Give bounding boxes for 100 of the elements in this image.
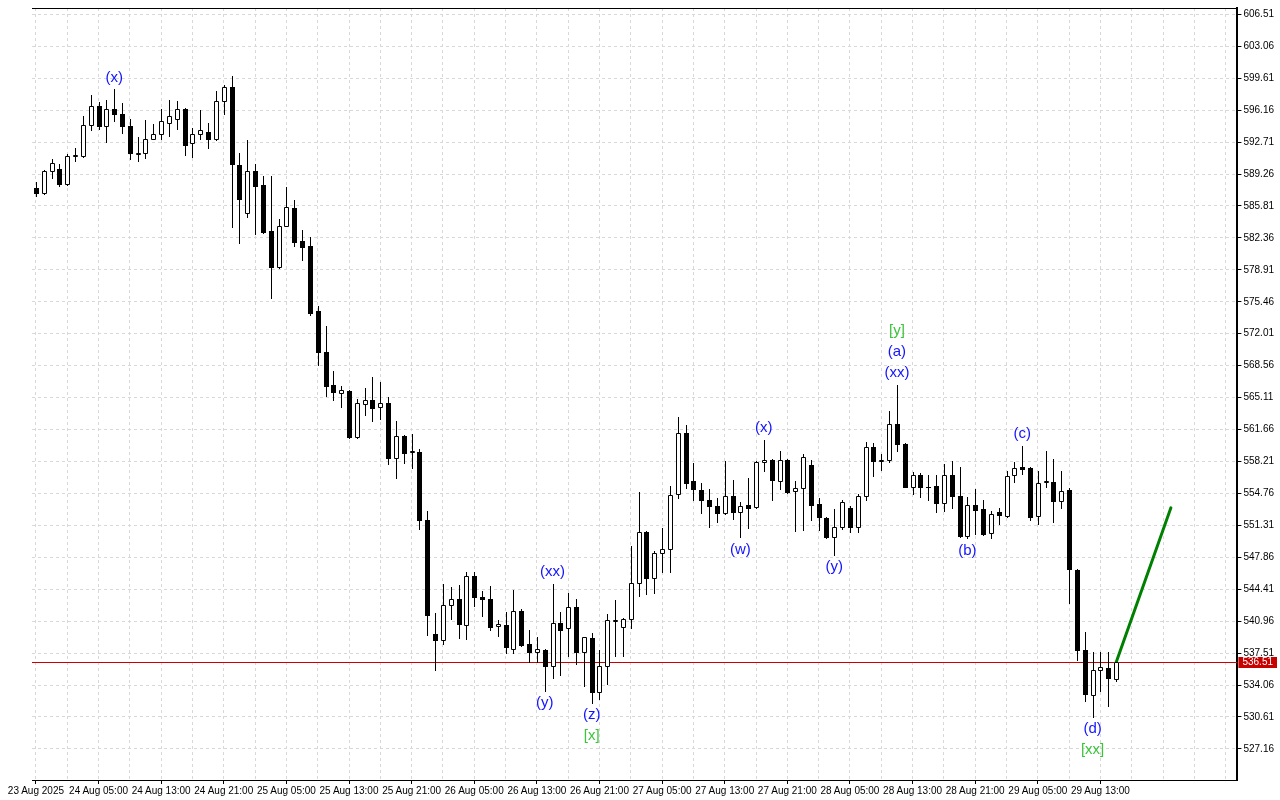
candlestick [1044, 450, 1049, 489]
candlestick [370, 376, 375, 423]
candlestick [300, 229, 305, 262]
candlestick [1098, 651, 1103, 693]
candlestick [269, 175, 274, 300]
annotation: (x) [105, 67, 123, 85]
x-tick-label: 27 Aug 13:00 [695, 784, 755, 796]
annotation: (xx) [540, 561, 566, 579]
candlestick [691, 462, 696, 502]
x-tick-label: 26 Aug 21:00 [570, 784, 630, 796]
candlestick [89, 94, 94, 132]
candlestick [206, 122, 211, 150]
annotation: [xx] [1080, 740, 1105, 758]
y-tick-label: 596.16 [1243, 103, 1275, 115]
x-tick-label: 23 Aug 2025 [7, 784, 65, 796]
y-tick-label: 582.36 [1243, 231, 1275, 243]
candlestick [65, 153, 70, 187]
candlestick [104, 99, 109, 144]
x-tick-label: 25 Aug 21:00 [382, 784, 442, 796]
candlestick [738, 501, 743, 539]
candlestick [629, 545, 634, 630]
candlestick [911, 471, 916, 496]
candlestick [754, 460, 759, 510]
candlestick [1036, 470, 1041, 526]
candlestick [480, 590, 485, 618]
x-tick-label: 24 Aug 13:00 [131, 784, 192, 796]
candlestick [355, 398, 360, 440]
annotation: (y) [825, 557, 844, 575]
x-tick-label: 25 Aug 13:00 [319, 784, 379, 796]
candlestick [363, 387, 368, 417]
candlestick [887, 410, 892, 464]
candlestick [621, 617, 626, 658]
candlestick [676, 416, 681, 500]
x-tick-label: 29 Aug 13:00 [1070, 784, 1131, 796]
candlestick [973, 488, 978, 536]
ref-line-label: 536.51 [1242, 656, 1274, 668]
x-tick-label: 25 Aug 05:00 [256, 784, 317, 796]
candlestick [198, 109, 203, 141]
candlestick [582, 636, 587, 688]
candlestick [832, 508, 837, 557]
candlestick [214, 90, 219, 142]
candlestick [535, 636, 540, 664]
x-tick-label: 28 Aug 05:00 [820, 784, 880, 796]
candlestick [136, 136, 141, 163]
candlestick [558, 611, 563, 677]
candlestick [637, 491, 642, 598]
x-tick-label: 26 Aug 05:00 [444, 784, 505, 796]
candlestick [159, 108, 164, 141]
y-tick-label: 551.31 [1243, 519, 1275, 531]
y-tick-label: 606.51 [1243, 8, 1275, 20]
annotation: [y] [889, 320, 905, 338]
y-tick-label: 565.11 [1243, 391, 1274, 403]
candlestick [190, 127, 195, 159]
candlestick [660, 527, 665, 574]
candlestick [394, 420, 399, 480]
x-tick-label: 29 Aug 05:00 [1008, 784, 1068, 796]
candlestick [143, 119, 148, 160]
candlestick [566, 592, 571, 658]
x-tick-label: 26 Aug 13:00 [507, 784, 567, 796]
candlestick [801, 453, 806, 532]
y-tick-label: 558.21 [1243, 455, 1275, 467]
y-tick-label: 540.96 [1243, 614, 1275, 626]
candlestick [707, 488, 712, 529]
candlestick [1059, 470, 1064, 510]
candlestick [167, 99, 172, 138]
candlestick [441, 583, 446, 646]
candlestick [942, 463, 947, 513]
candlestick [762, 439, 767, 473]
y-tick-label: 561.66 [1243, 423, 1275, 435]
candlestick [175, 100, 180, 131]
y-tick-label: 572.01 [1243, 327, 1275, 339]
candlestick [605, 613, 610, 686]
candlestick [723, 460, 728, 516]
annotation: (a) [887, 341, 907, 359]
x-tick-label: 24 Aug 21:00 [194, 784, 254, 796]
y-tick-label: 544.41 [1243, 582, 1275, 594]
annotation: (xx) [884, 362, 910, 380]
candlestick [597, 649, 602, 701]
y-tick-label: 589.26 [1243, 167, 1275, 179]
x-tick-label: 24 Aug 05:00 [69, 784, 129, 796]
annotation: (d) [1083, 719, 1102, 737]
y-tick-label: 530.61 [1243, 710, 1275, 722]
candlestick [222, 84, 227, 116]
candlestick [511, 589, 516, 655]
candlestick [668, 485, 673, 574]
y-tick-label: 592.71 [1243, 135, 1275, 147]
candlestick [793, 480, 798, 533]
candlestick [277, 218, 282, 270]
y-tick-label: 603.06 [1243, 40, 1275, 52]
candlestick [50, 158, 55, 180]
y-tick-label: 527.16 [1243, 742, 1275, 754]
candlestick [652, 550, 657, 595]
x-tick-label: 28 Aug 21:00 [945, 784, 1006, 796]
y-tick-label: 575.46 [1243, 295, 1275, 307]
candlestick [449, 586, 454, 621]
annotation: (w) [729, 539, 751, 557]
x-tick-label: 27 Aug 21:00 [757, 784, 818, 796]
candlestick [81, 115, 86, 159]
candlestick [331, 370, 336, 402]
y-tick-label: 547.86 [1243, 551, 1275, 563]
